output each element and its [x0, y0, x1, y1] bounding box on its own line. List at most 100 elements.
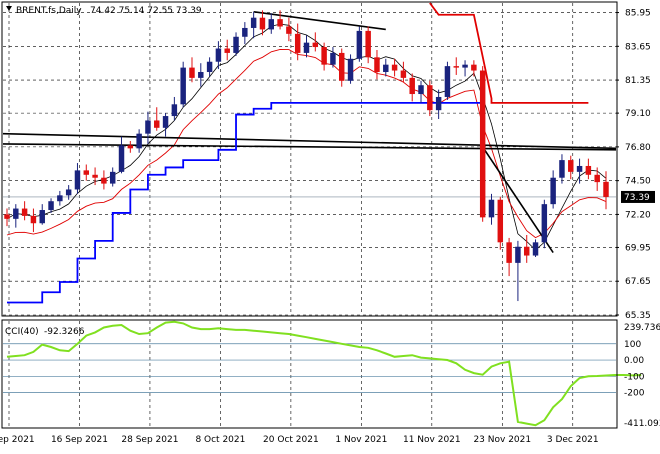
cci-panel-frame [1, 319, 618, 429]
current-price-box [621, 190, 655, 203]
y-tick-label: 67.65 [625, 277, 651, 287]
x-tick-label: 8 Oct 2021 [195, 435, 245, 445]
candle-body [21, 208, 28, 216]
candle [206, 57, 213, 77]
trendline-long-2 [2, 143, 617, 151]
candle-body [471, 64, 477, 71]
candle-body [374, 57, 380, 73]
candle [479, 66, 486, 222]
candle [189, 57, 195, 83]
axis-labels: 6 Sep 2021 16 Sep 2021 28 Sep 2021 8 Oct 20… [0, 9, 660, 445]
candle [471, 60, 477, 77]
y-tick-label: 83.65 [625, 42, 651, 52]
candle-body [444, 66, 451, 97]
candle [215, 41, 222, 70]
candle-body [294, 33, 301, 53]
symbol-label: BRENT.fs,Daily [16, 6, 82, 16]
current-price-label: 73.39 [624, 193, 650, 203]
candle [39, 204, 45, 225]
x-tick-label: 23 Nov 2021 [473, 435, 531, 445]
cci-y-tick-label: 0.00 [624, 356, 644, 366]
candle [154, 107, 160, 131]
candle [21, 201, 28, 221]
candle [224, 39, 230, 61]
candle [400, 61, 407, 83]
candle-body [83, 170, 90, 175]
candle [4, 208, 10, 227]
candle-body [30, 215, 37, 224]
candle-body [321, 47, 327, 65]
candle-body [109, 171, 116, 184]
candle-body [576, 165, 583, 172]
candle [303, 35, 310, 58]
candle-body [435, 96, 442, 111]
candle [506, 237, 512, 277]
candle [515, 240, 521, 302]
candle-body [101, 177, 107, 184]
candle [30, 208, 37, 233]
candle-body [268, 19, 274, 30]
candle-body [259, 17, 266, 30]
candle [347, 54, 354, 84]
candle [418, 80, 424, 103]
candle [233, 32, 239, 56]
candle [118, 136, 125, 174]
candle [180, 61, 186, 108]
candle-body [162, 116, 169, 128]
candle-body [48, 201, 54, 211]
candle [339, 48, 345, 87]
trailing-stop-blue [7, 101, 483, 304]
cci-label: CCI(40) [5, 327, 39, 337]
x-tick-label: 11 Nov 2021 [403, 435, 461, 445]
candle-body [383, 64, 389, 73]
y-tick-label: 72.20 [625, 210, 651, 220]
candle [409, 73, 415, 102]
trendline-long-1 [2, 132, 617, 150]
candle [321, 42, 327, 71]
candle [532, 239, 539, 258]
sma-line [6, 23, 607, 251]
candle [541, 199, 548, 249]
candle [101, 170, 107, 190]
candle [242, 22, 248, 45]
candle-body [277, 19, 283, 27]
candle [497, 196, 504, 250]
candle-body [136, 133, 142, 149]
candle [286, 17, 292, 42]
candle [171, 96, 178, 121]
y-tick-label: 81.35 [625, 76, 651, 86]
candle-body [365, 30, 371, 58]
candle-body [568, 160, 574, 172]
candle [427, 80, 433, 117]
y-tick-label: 65.35 [625, 311, 651, 321]
candle [594, 167, 600, 191]
candle-body [312, 42, 319, 48]
trendline-top [253, 11, 386, 31]
candle-body [409, 77, 415, 95]
candle-body [594, 174, 600, 183]
candle-body [585, 165, 592, 175]
main-panel-frame [1, 1, 618, 317]
candle-body [347, 58, 354, 81]
candle-body [74, 170, 81, 190]
y-tick-label: 69.95 [625, 243, 651, 253]
cci-value-label: -92.3266 [44, 327, 85, 337]
candle-body [339, 52, 345, 81]
candle [74, 163, 81, 194]
candle-body [92, 174, 98, 178]
x-tick-label: 28 Sep 2021 [121, 435, 178, 445]
candle-body [603, 181, 609, 197]
candle [48, 198, 54, 213]
candle [435, 89, 442, 119]
candle [92, 167, 98, 186]
candle-body [189, 67, 195, 78]
candle [462, 60, 468, 77]
candle-body [171, 104, 178, 117]
candle [444, 61, 451, 100]
cci-line [6, 320, 642, 427]
candle [294, 23, 301, 61]
candle [365, 26, 371, 64]
candle-body [250, 17, 257, 28]
candle-body [145, 120, 151, 134]
